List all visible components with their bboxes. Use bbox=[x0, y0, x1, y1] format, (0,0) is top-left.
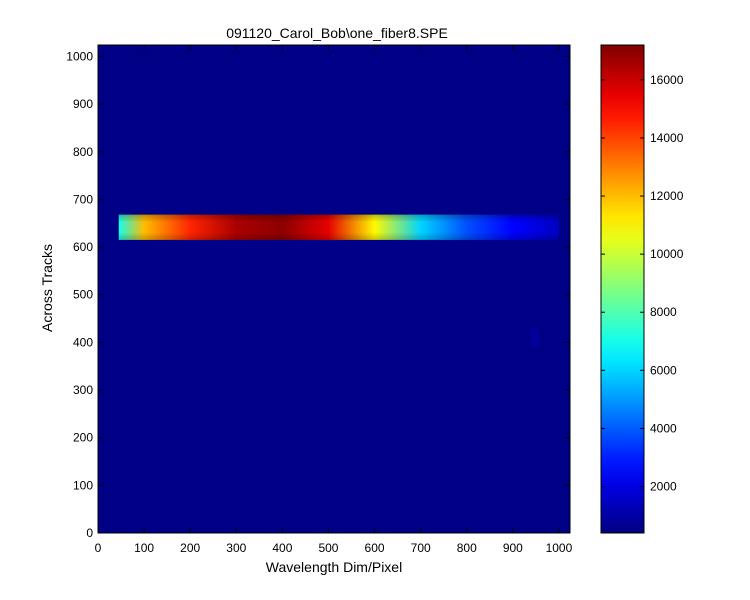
x-tick-label: 400 bbox=[272, 541, 292, 555]
y-tick-label: 1000 bbox=[66, 49, 93, 63]
y-tick-label: 300 bbox=[73, 383, 93, 397]
chart-title: 091120_Carol_Bob\one_fiber8.SPE bbox=[226, 25, 448, 41]
colorbar-tick-label: 8000 bbox=[650, 305, 677, 319]
y-tick-label: 100 bbox=[73, 478, 93, 492]
fiber-track-shading bbox=[118, 214, 559, 240]
colorbar-tick-label: 10000 bbox=[650, 247, 684, 261]
x-axis-title: Wavelength Dim/Pixel bbox=[266, 559, 402, 575]
colorbar-tick-label: 2000 bbox=[650, 480, 677, 494]
y-axis-title: Across Tracks bbox=[39, 244, 55, 332]
colorbar-tick-label: 4000 bbox=[650, 421, 677, 435]
plot-frame bbox=[97, 44, 571, 534]
y-tick-label: 800 bbox=[73, 145, 93, 159]
x-tick-label: 900 bbox=[503, 541, 523, 555]
y-tick-label: 400 bbox=[73, 335, 93, 349]
x-tick-label: 700 bbox=[411, 541, 431, 555]
colorbar: 2000 4000 6000 8000 10000 12000 14000 16000 bbox=[600, 44, 684, 534]
x-tick-label: 100 bbox=[134, 541, 154, 555]
faint-spot bbox=[531, 328, 539, 348]
x-tick-label: 1000 bbox=[546, 541, 573, 555]
heatmap-background bbox=[98, 45, 570, 533]
y-tick-label: 600 bbox=[73, 240, 93, 254]
colorbar-frame bbox=[600, 44, 645, 534]
x-tick-label: 500 bbox=[318, 541, 338, 555]
y-tick-label: 700 bbox=[73, 192, 93, 206]
colorbar-tick-label: 12000 bbox=[650, 189, 684, 203]
x-tick-label: 0 bbox=[95, 541, 102, 555]
colorbar-tick-label: 6000 bbox=[650, 363, 677, 377]
x-tick-label: 300 bbox=[226, 541, 246, 555]
x-tick-label: 600 bbox=[365, 541, 385, 555]
colorbar-tick-label: 14000 bbox=[650, 131, 684, 145]
x-tick-label: 200 bbox=[180, 541, 200, 555]
y-tick-label: 200 bbox=[73, 431, 93, 445]
y-tick-label: 900 bbox=[73, 97, 93, 111]
y-tick-label: 500 bbox=[73, 288, 93, 302]
colorbar-gradient bbox=[601, 45, 644, 533]
colorbar-tick-label: 16000 bbox=[650, 73, 684, 87]
y-tick-label: 0 bbox=[86, 526, 93, 540]
x-tick-label: 800 bbox=[457, 541, 477, 555]
plot-area: 0 100 200 300 400 500 600 700 800 900 1000 0 100 200… bbox=[66, 44, 573, 555]
